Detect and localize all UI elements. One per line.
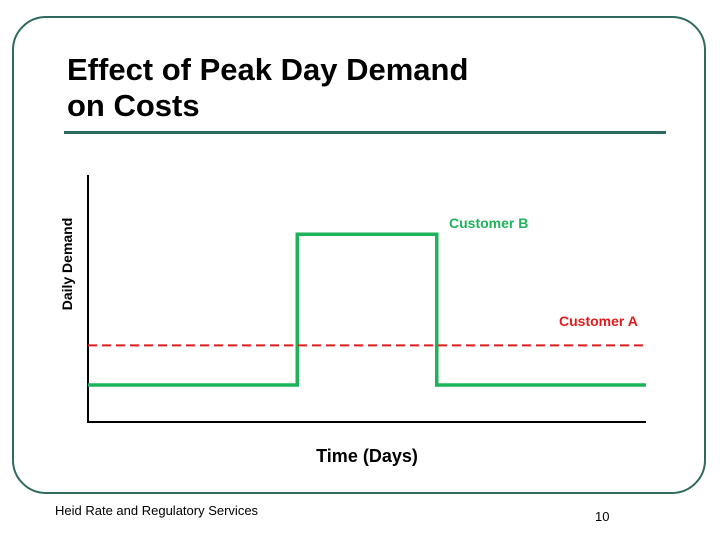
slide-title-line-2: on Costs	[67, 88, 200, 123]
series-line-customer-b	[88, 232, 646, 387]
title-underline	[64, 131, 666, 134]
series-label-customer-b: Customer B	[449, 215, 528, 231]
slide-title: Effect of Peak Day Demand on Costs	[67, 52, 468, 124]
slide-title-line-1: Effect of Peak Day Demand	[67, 52, 469, 87]
footer-text: Heid Rate and Regulatory Services	[55, 503, 259, 518]
y-axis-label: Daily Demand	[59, 218, 75, 311]
x-axis-label: Time (Days)	[316, 446, 418, 466]
series-label-customer-a: Customer A	[559, 313, 638, 329]
slide-frame	[12, 16, 706, 494]
page-number: 10	[595, 509, 610, 524]
